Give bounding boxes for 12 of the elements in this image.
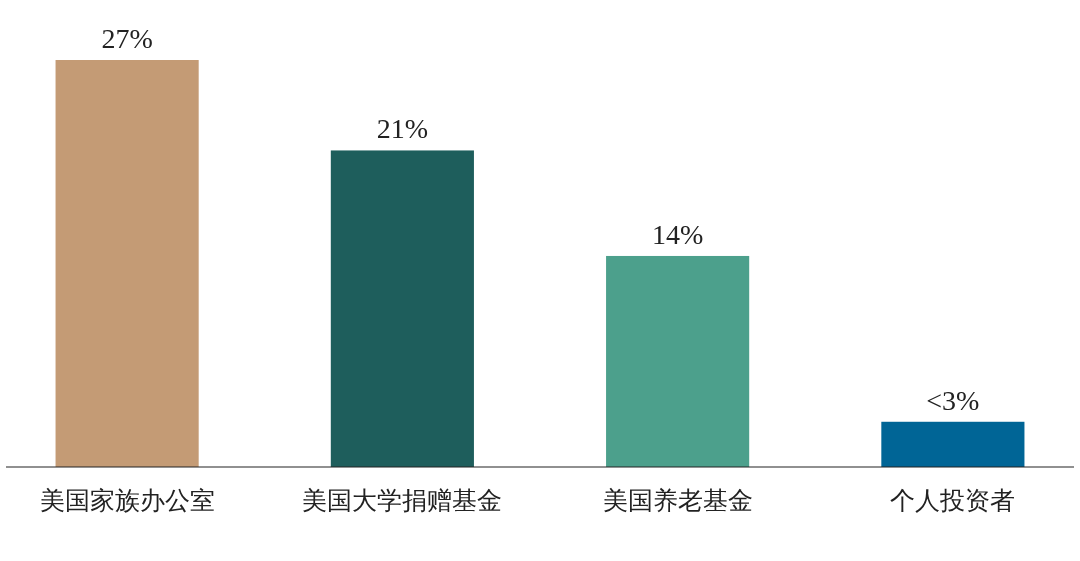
x-tick-label: 个人投资者	[890, 486, 1016, 515]
bar	[606, 255, 750, 467]
data-label: 27%	[101, 23, 153, 54]
data-label: 21%	[376, 113, 429, 145]
x-tick-label: 美国大学捐赠基金	[302, 486, 503, 515]
bar	[881, 421, 1025, 467]
bar	[55, 60, 199, 467]
data-label: <3%	[926, 384, 980, 416]
bar	[330, 150, 474, 467]
data-label: 14%	[651, 218, 704, 250]
x-tick-label: 美国养老基金	[602, 486, 753, 515]
x-tick-label: 美国家族办公室	[39, 486, 215, 515]
